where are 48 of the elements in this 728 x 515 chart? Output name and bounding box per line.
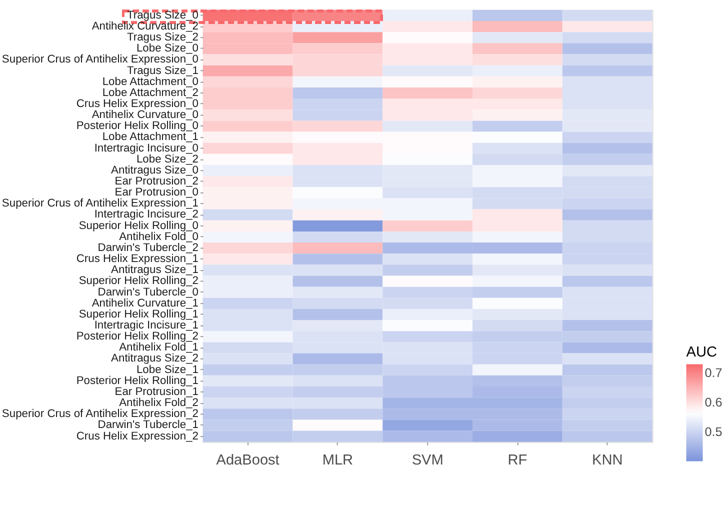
y-tick-label: Superior Helix Rolling_0 <box>78 220 198 232</box>
y-tick-label: Crus Helix Expression_2 <box>76 430 198 442</box>
y-tick-label: Antitragus Size_0 <box>111 164 198 176</box>
y-tick-label: Intertragic Incisure_1 <box>94 320 198 332</box>
legend-title: AUC <box>686 344 717 360</box>
x-tick-label: KNN <box>592 452 623 469</box>
y-tick-label: Antihelix Curvature_2 <box>92 20 198 32</box>
y-tick-label: Ear Protrusion_0 <box>114 186 198 199</box>
y-tick-label: Darwin's Tubercle_2 <box>98 242 198 254</box>
y-tick-label: Antihelix Curvature_0 <box>92 109 198 122</box>
x-tick-label: SVM <box>412 452 444 469</box>
y-tick-label: Superior Helix Rolling_1 <box>78 308 198 320</box>
y-tick-label: Darwin's Tubercle_1 <box>98 419 198 432</box>
color-bar-label: 0.5 <box>704 424 722 439</box>
y-tick-label: Superior Helix Rolling_2 <box>78 275 198 288</box>
y-tick-label: Antitragus Size_1 <box>111 264 198 276</box>
color-bar-label: 0.7 <box>704 366 722 380</box>
y-tick-label: Crus Helix Expression_0 <box>76 98 198 110</box>
y-tick-label: Superior Crus of Antihelix Expression_0 <box>2 54 198 66</box>
y-tick-label: Darwin's Tubercle_0 <box>98 286 198 298</box>
y-tick-label: Tragus Size_1 <box>126 64 198 77</box>
y-tick-label: Antitragus Size_2 <box>111 352 198 365</box>
x-tick-label: RF <box>508 452 528 469</box>
y-tick-label: Ear Protrusion_1 <box>114 386 198 398</box>
y-tick-label: Tragus Size_0 <box>126 9 198 22</box>
y-tick-label: Tragus Size_2 <box>126 32 198 44</box>
y-tick-label: Superior Crus of Antihelix Expression_2 <box>2 408 198 420</box>
y-tick-label: Antihelix Fold_0 <box>119 230 198 243</box>
y-tick-label: Antihelix Fold_1 <box>119 342 198 354</box>
y-tick-label: Lobe Attachment_1 <box>102 131 198 144</box>
y-tick-label: Lobe Size_0 <box>136 42 198 55</box>
y-tick-label: Antihelix Fold_2 <box>119 397 198 410</box>
y-tick-label: Ear Protrusion_2 <box>114 176 198 188</box>
y-tick-label: Lobe Size_2 <box>136 153 198 166</box>
y-tick-label: Intertragic Incisure_0 <box>94 142 198 154</box>
y-tick-label: Posterior Helix Rolling_0 <box>76 120 198 132</box>
x-tick-label: AdaBoost <box>216 452 280 469</box>
y-tick-label: Lobe Size_1 <box>136 364 198 376</box>
y-tick-label: Posterior Helix Rolling_2 <box>76 330 198 343</box>
y-tick-label: Superior Crus of Antihelix Expression_1 <box>2 198 198 210</box>
color-bar-label: 0.6 <box>704 395 722 410</box>
y-tick-label: Lobe Attachment_0 <box>102 76 198 88</box>
y-tick-label: Posterior Helix Rolling_1 <box>76 374 198 387</box>
y-tick-label: Lobe Attachment_2 <box>102 86 198 99</box>
y-tick-label: Crus Helix Expression_1 <box>76 253 198 266</box>
y-tick-label: Intertragic Incisure_2 <box>94 208 198 221</box>
x-tick-label: MLR <box>322 452 354 469</box>
y-tick-label: Antihelix Curvature_1 <box>92 297 198 310</box>
